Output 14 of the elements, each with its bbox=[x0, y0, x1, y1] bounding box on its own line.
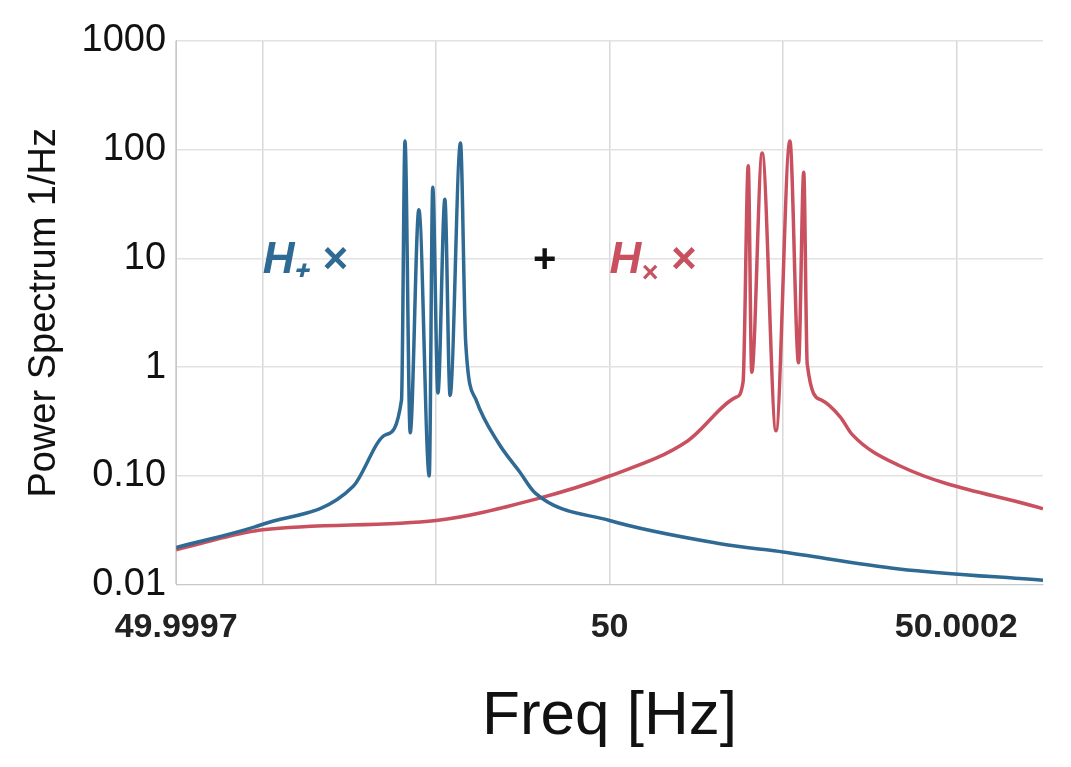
y-tick-label: 0.01 bbox=[92, 561, 167, 604]
x-tick-label: 50.0002 bbox=[894, 605, 1018, 644]
series-label: H× × bbox=[609, 233, 696, 289]
y-tick-label: 1 bbox=[144, 343, 167, 386]
y-tick-label: 10 bbox=[123, 234, 167, 277]
x-axis-title: Freq [Hz] bbox=[482, 677, 738, 747]
x-tick-label: 49.9997 bbox=[114, 605, 238, 644]
y-tick-label: 1000 bbox=[81, 17, 167, 60]
x-tick-label: 50 bbox=[590, 605, 629, 644]
y-tick-label: 0.10 bbox=[92, 452, 167, 495]
series-label: H₊ × bbox=[262, 233, 348, 283]
y-tick-label: 100 bbox=[102, 126, 167, 169]
y-axis-title: Power Spectrum 1/Hz bbox=[21, 128, 64, 498]
annotation: + bbox=[532, 236, 557, 281]
